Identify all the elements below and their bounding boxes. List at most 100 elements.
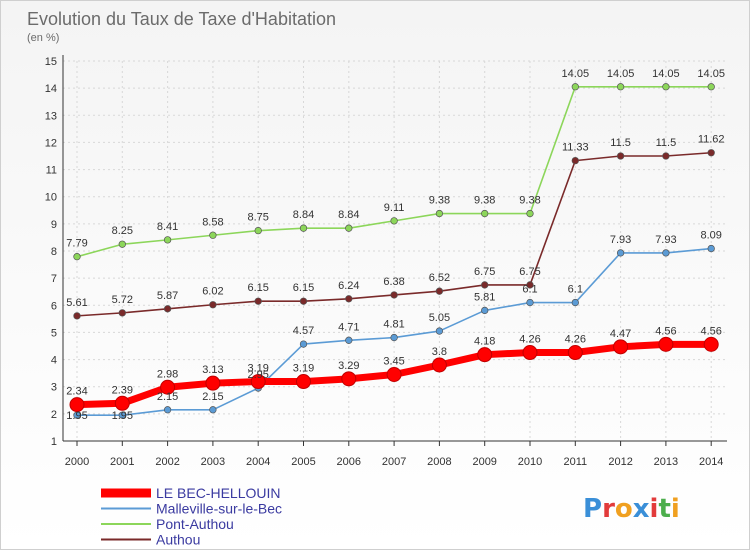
data-label: 7.93 (655, 234, 676, 246)
data-label: 4.47 (610, 328, 631, 340)
data-label: 4.81 (383, 319, 404, 331)
data-label: 6.75 (474, 266, 495, 278)
data-point (481, 281, 489, 289)
data-point (345, 295, 353, 303)
data-point (662, 152, 670, 160)
data-point (431, 357, 447, 373)
data-label: 9.38 (474, 195, 495, 207)
legend-label: LE BEC-HELLOUIN (156, 485, 280, 501)
chart-title: Evolution du Taux de Taxe d'Habitation (27, 9, 336, 29)
y-tick-label: 8 (51, 246, 57, 258)
data-point (73, 312, 81, 320)
x-tick-label: 2014 (699, 456, 723, 468)
y-tick-label: 15 (45, 56, 57, 68)
data-label: 11.5 (656, 137, 677, 149)
data-point (390, 291, 398, 299)
x-tick-label: 2000 (65, 456, 89, 468)
data-label: 6.52 (429, 272, 450, 284)
data-point (435, 209, 444, 218)
data-point (571, 298, 579, 307)
data-point (526, 281, 534, 289)
y-tick-label: 7 (51, 273, 57, 285)
data-point (662, 249, 670, 257)
data-point (345, 336, 353, 344)
data-label: 3.29 (338, 360, 359, 372)
data-label: 14.05 (607, 68, 635, 80)
data-point (435, 287, 444, 295)
x-tick-label: 2002 (155, 456, 179, 468)
data-label: 6.75 (519, 266, 540, 278)
data-point (390, 217, 398, 225)
data-point (73, 253, 81, 261)
x-tick-label: 2005 (291, 456, 315, 468)
data-point (707, 149, 715, 157)
y-tick-label: 14 (45, 83, 57, 95)
data-point (160, 379, 176, 395)
data-point (299, 297, 308, 305)
legend-label: Authou (156, 532, 200, 548)
data-point (613, 339, 629, 355)
y-tick-label: 10 (45, 192, 57, 204)
data-label: 14.05 (652, 68, 680, 80)
data-label: 5.72 (112, 294, 133, 306)
y-tick-label: 9 (51, 219, 57, 231)
data-label: 8.84 (293, 209, 314, 221)
data-label: 2.15 (157, 391, 178, 403)
data-label: 6.24 (338, 280, 359, 292)
legend-label: Pont-Authou (156, 516, 234, 532)
chart-subtitle: (en %) (27, 32, 59, 44)
data-point (707, 83, 715, 91)
data-label: 3.19 (293, 363, 314, 375)
data-point (114, 395, 130, 411)
data-point (390, 333, 398, 342)
data-point (662, 83, 670, 91)
data-label: 7.79 (66, 238, 87, 250)
data-point (616, 83, 625, 91)
x-tick-label: 2011 (563, 456, 587, 468)
data-label: 8.58 (202, 216, 223, 228)
data-label: 14.05 (562, 68, 590, 80)
data-point (118, 411, 126, 419)
data-point (477, 347, 493, 363)
data-point (567, 345, 583, 361)
data-label: 8.75 (247, 212, 268, 224)
data-label: 8.09 (700, 230, 721, 242)
data-point (571, 156, 579, 165)
data-label: 6.02 (202, 286, 223, 298)
data-label: 8.25 (112, 225, 133, 237)
data-label: 8.84 (338, 209, 359, 221)
legend: LE BEC-HELLOUINMalleville-sur-le-BecPont… (101, 485, 282, 548)
data-label: 6.38 (383, 276, 404, 288)
data-point (658, 336, 674, 352)
data-point (254, 226, 262, 235)
data-point (209, 406, 217, 414)
x-tick-label: 2013 (654, 456, 678, 468)
data-label: 7.93 (610, 234, 631, 246)
data-label: 5.87 (157, 290, 178, 302)
data-label: 6.1 (522, 284, 537, 296)
data-point (481, 209, 489, 218)
data-label: 9.38 (429, 195, 450, 207)
data-point (526, 209, 534, 218)
data-point (254, 297, 262, 305)
y-tick-label: 5 (51, 327, 57, 339)
data-label: 6.15 (247, 282, 268, 294)
x-tick-label: 2008 (427, 456, 451, 468)
data-label: 4.56 (700, 325, 721, 337)
data-point (341, 371, 357, 387)
y-tick-label: 12 (45, 137, 57, 149)
data-point (481, 306, 489, 315)
y-tick-label: 1 (51, 436, 57, 448)
y-tick-label: 4 (51, 355, 57, 367)
data-point (522, 345, 538, 361)
data-point (299, 224, 308, 232)
x-tick-label: 2003 (201, 456, 225, 468)
data-label: 6.1 (568, 284, 583, 296)
data-label: 11.33 (562, 142, 589, 154)
data-point (118, 240, 126, 248)
x-tick-label: 2006 (337, 456, 361, 468)
data-label: 4.18 (474, 336, 495, 348)
